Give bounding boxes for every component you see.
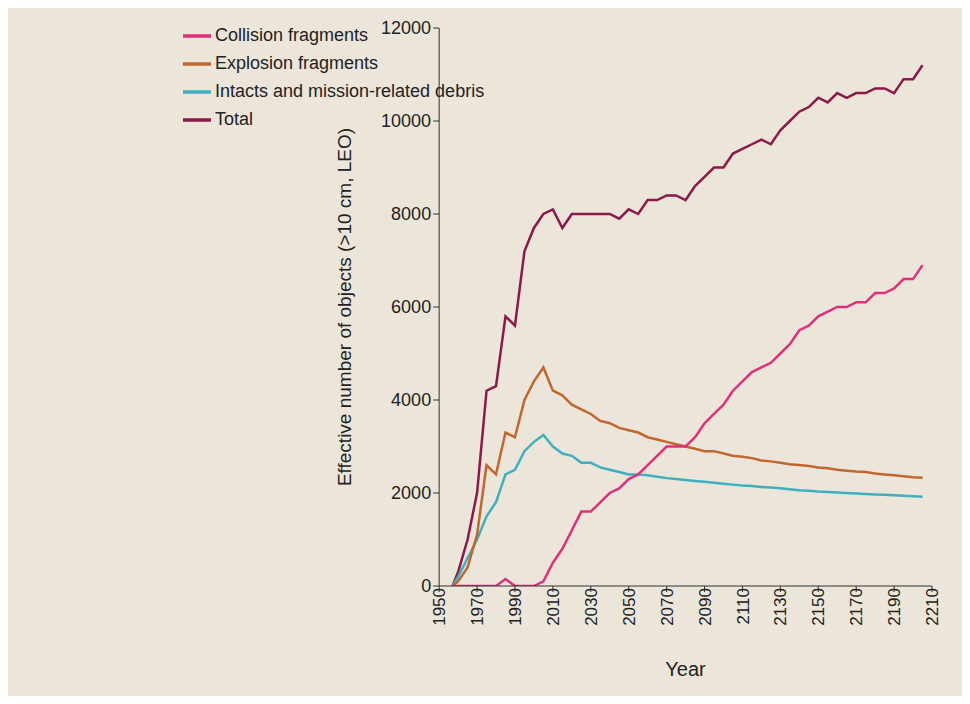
svg-text:10000: 10000 xyxy=(381,111,431,131)
svg-text:2210: 2210 xyxy=(923,588,942,626)
svg-text:8000: 8000 xyxy=(391,204,431,224)
svg-text:2190: 2190 xyxy=(885,588,904,626)
svg-text:1990: 1990 xyxy=(506,588,525,626)
html-text:Explosion fragments: Explosion fragments xyxy=(215,52,379,73)
svg-text:2090: 2090 xyxy=(696,588,715,626)
svg-text:6000: 6000 xyxy=(391,297,431,317)
svg-text:2150: 2150 xyxy=(809,588,828,626)
svg-text:2000: 2000 xyxy=(391,483,431,503)
svg-text:2070: 2070 xyxy=(658,588,677,626)
svg-text:0: 0 xyxy=(421,576,431,596)
svg-text:2170: 2170 xyxy=(847,588,866,626)
svg-text:2130: 2130 xyxy=(771,588,790,626)
html-text:Total: Total xyxy=(215,108,253,129)
svg-text:12000: 12000 xyxy=(381,18,431,38)
svg-text:Year: Year xyxy=(665,658,706,680)
svg-text:2030: 2030 xyxy=(582,588,601,626)
html-text:Intacts and mission-related de: Intacts and mission-related debris xyxy=(215,80,485,101)
svg-text:Effective number of objects (>: Effective number of objects (>10 cm, LEO… xyxy=(334,128,355,486)
svg-text:1970: 1970 xyxy=(468,588,487,626)
svg-text:1950: 1950 xyxy=(430,588,449,626)
svg-text:2010: 2010 xyxy=(544,588,563,626)
svg-text:2050: 2050 xyxy=(620,588,639,626)
svg-text:2110: 2110 xyxy=(734,588,753,625)
svg-text:4000: 4000 xyxy=(391,390,431,410)
html-text:Collision fragments: Collision fragments xyxy=(215,24,369,45)
